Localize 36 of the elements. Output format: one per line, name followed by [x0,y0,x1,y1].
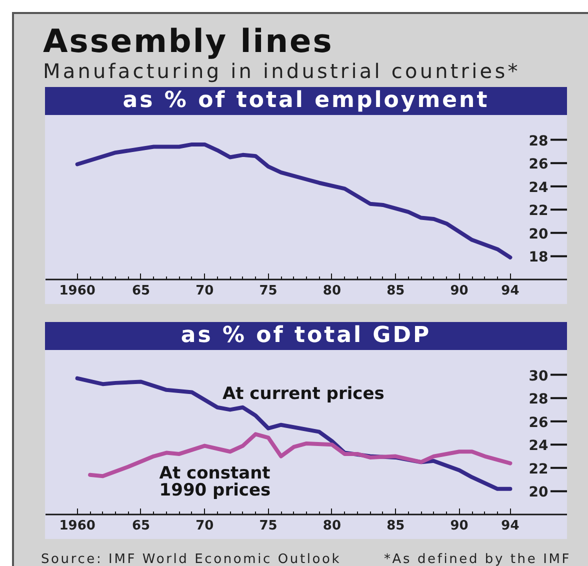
text: *As defined by the IMF [384,552,571,566]
y-tick-label: 30 [528,368,548,384]
x-tick-label: 80 [322,518,342,534]
source-note: Source: IMF World Economic Outlook [41,552,342,566]
y-tick-label: 28 [528,133,548,150]
y-tick-label: 24 [528,180,548,196]
x-tick-label: 70 [196,284,214,298]
x-tick-label: 94 [501,518,520,534]
y-tick-label: 28 [528,392,548,408]
x-tick-label: 90 [450,284,468,298]
line-series [75,142,512,260]
y-tick-label: 20 [528,484,548,501]
y-tick-label: 24 [528,438,548,454]
chart-subtitle: Manufacturing in industrial countries* [43,59,520,83]
y-tick-label: 26 [528,156,548,173]
x-tick-label: 1960 [59,284,96,298]
y-tick-label: 22 [528,203,548,220]
x-tick-label: 65 [132,518,150,534]
x-tick-label: 65 [132,284,150,298]
x-tick-label: 1960 [59,518,96,534]
x-tick-label: 85 [386,284,405,298]
x-tick-label: 75 [259,518,278,534]
chart-title: Assembly lines [43,22,334,60]
x-tick-label: 94 [501,284,520,298]
y-tick-label: 18 [528,250,548,266]
x-tick-label: 90 [450,518,468,534]
x-tick-label: 85 [386,518,405,534]
series-label: At current prices [222,384,384,404]
x-tick-label: 75 [259,284,278,298]
series-label: At constant 1990 prices [159,463,271,500]
y-tick-label: 20 [528,226,548,242]
line-series [88,432,512,478]
x-tick-label: 80 [322,284,342,298]
x-tick-label: 70 [196,518,214,534]
y-tick-label: 26 [528,414,548,431]
y-tick-label: 22 [528,461,548,478]
